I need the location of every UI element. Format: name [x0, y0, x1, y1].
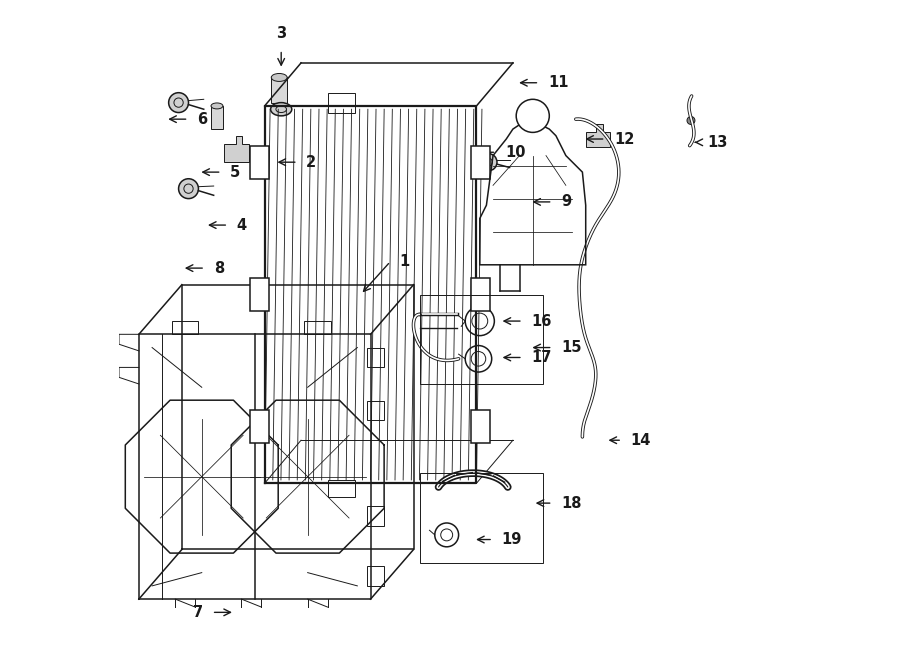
Text: 12: 12	[614, 132, 634, 146]
Bar	[472, 410, 490, 444]
Text: 2: 2	[306, 155, 317, 169]
Bar	[367, 401, 383, 420]
Text: 14: 14	[631, 433, 651, 448]
Text: 16: 16	[531, 314, 552, 328]
Bar	[367, 506, 383, 526]
Bar	[304, 321, 331, 334]
Bar	[472, 278, 490, 311]
Polygon shape	[586, 124, 609, 147]
Circle shape	[517, 99, 549, 132]
Text: 3: 3	[276, 26, 286, 41]
Text: 13: 13	[706, 135, 727, 150]
Text: 5: 5	[230, 165, 240, 179]
Bar	[271, 77, 287, 103]
Polygon shape	[223, 136, 248, 162]
Bar	[420, 473, 543, 563]
Circle shape	[480, 154, 497, 171]
Text: 19: 19	[501, 532, 522, 547]
Text: 15: 15	[562, 340, 581, 355]
Circle shape	[168, 93, 188, 113]
Bar	[367, 566, 383, 586]
Text: 17: 17	[531, 350, 552, 365]
Bar	[472, 146, 490, 179]
Bar	[250, 410, 268, 444]
Bar	[250, 278, 268, 311]
Bar	[328, 480, 355, 496]
Text: 8: 8	[213, 261, 224, 275]
Bar	[328, 93, 355, 113]
Circle shape	[178, 179, 198, 199]
Text: 10: 10	[505, 145, 526, 160]
Text: 9: 9	[562, 195, 572, 209]
Ellipse shape	[271, 73, 287, 81]
Bar	[367, 348, 383, 367]
Ellipse shape	[211, 103, 223, 109]
Ellipse shape	[271, 103, 292, 116]
Bar	[172, 321, 198, 334]
Text: 7: 7	[193, 605, 203, 620]
Text: 6: 6	[197, 112, 207, 126]
Bar	[420, 295, 543, 384]
Text: 18: 18	[562, 496, 581, 510]
Bar	[250, 146, 268, 179]
Text: 11: 11	[548, 75, 569, 90]
Circle shape	[687, 117, 695, 124]
Bar	[211, 106, 223, 129]
Text: 4: 4	[237, 218, 247, 232]
Text: 1: 1	[399, 254, 410, 269]
